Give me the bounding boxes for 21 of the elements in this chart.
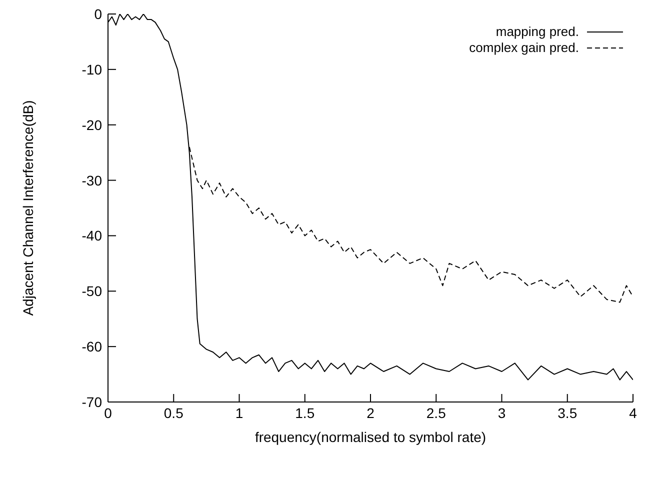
legend-label: complex gain pred. <box>469 40 579 56</box>
y-tick-label: -60 <box>82 338 102 355</box>
x-tick-label: 4 <box>629 404 638 421</box>
x-tick-label: 0.5 <box>164 404 184 421</box>
x-tick-label: 1.5 <box>295 404 315 421</box>
x-tick-label: 3 <box>498 404 506 421</box>
y-tick-label: -30 <box>82 172 102 188</box>
y-axis-title: Adjacent Channel Interference(dB) <box>20 100 36 316</box>
x-tick-label: 0 <box>104 404 112 421</box>
y-tick-label: -50 <box>82 283 102 300</box>
x-axis-title: frequency(normalised to symbol rate) <box>254 429 486 445</box>
y-tick-label: -40 <box>82 228 102 244</box>
x-tick-label: 2.5 <box>426 404 446 421</box>
x-tick-label: 2 <box>366 404 375 421</box>
y-tick-label: -70 <box>82 394 102 410</box>
x-tick-label: 1 <box>235 404 244 421</box>
y-tick-label: -10 <box>82 61 102 78</box>
x-tick-label: 3.5 <box>558 404 578 421</box>
y-tick-label: -20 <box>82 116 102 133</box>
y-tick-label: 0 <box>94 6 102 22</box>
legend-label: mapping pred. <box>496 24 579 40</box>
